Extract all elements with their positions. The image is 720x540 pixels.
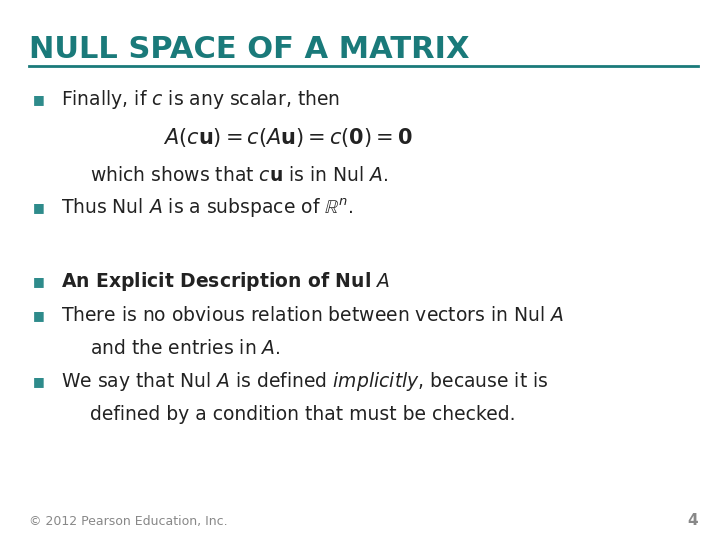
- Text: © 2012 Pearson Education, Inc.: © 2012 Pearson Education, Inc.: [29, 515, 228, 528]
- Text: defined by a condition that must be checked.: defined by a condition that must be chec…: [90, 404, 516, 424]
- Text: Finally, if $c$ is any scalar, then: Finally, if $c$ is any scalar, then: [61, 89, 341, 111]
- Text: We say that Nul $A$ is defined $\it{implicitly}$, because it is: We say that Nul $A$ is defined $\it{impl…: [61, 370, 549, 393]
- Text: 4: 4: [688, 513, 698, 528]
- Text: ■: ■: [32, 309, 44, 322]
- Text: ■: ■: [32, 201, 44, 214]
- Text: ■: ■: [32, 375, 44, 388]
- Text: Thus Nul $A$ is a subspace of $\mathbb{R}^n$.: Thus Nul $A$ is a subspace of $\mathbb{R…: [61, 196, 354, 220]
- Text: An Explicit Description of Nul $A$: An Explicit Description of Nul $A$: [61, 271, 391, 293]
- Text: $A(c\mathbf{u}) = c(A\mathbf{u}) = c(\mathbf{0}) = \mathbf{0}$: $A(c\mathbf{u}) = c(A\mathbf{u}) = c(\ma…: [163, 126, 413, 149]
- Text: ■: ■: [32, 93, 44, 106]
- Text: There is no obvious relation between vectors in Nul $A$: There is no obvious relation between vec…: [61, 306, 564, 326]
- Text: which shows that $c\mathbf{u}$ is in Nul $A$.: which shows that $c\mathbf{u}$ is in Nul…: [90, 166, 388, 185]
- Text: and the entries in $A$.: and the entries in $A$.: [90, 339, 281, 358]
- Text: ■: ■: [32, 275, 44, 288]
- Text: NULL SPACE OF A MATRIX: NULL SPACE OF A MATRIX: [29, 35, 469, 64]
